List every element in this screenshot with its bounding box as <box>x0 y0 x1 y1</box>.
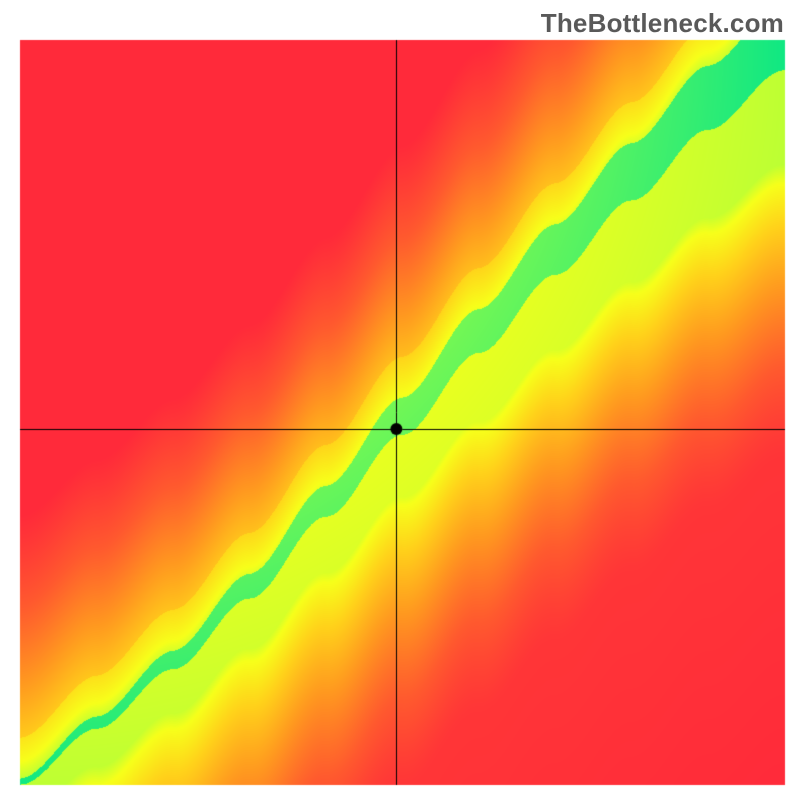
chart-container: TheBottleneck.com <box>0 0 800 800</box>
bottleneck-heatmap <box>0 0 800 800</box>
watermark-text: TheBottleneck.com <box>541 8 784 39</box>
